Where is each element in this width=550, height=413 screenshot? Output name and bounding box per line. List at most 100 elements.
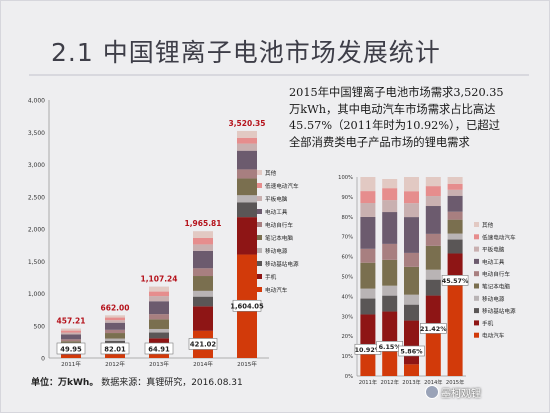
bar-segment xyxy=(425,269,441,280)
bar-segment xyxy=(105,315,125,318)
bar-segment xyxy=(404,320,419,365)
y-tick-label: 80% xyxy=(341,215,353,221)
bar-segment xyxy=(61,328,81,331)
footer-source: 数据来源：真锂研究，2016.08.31 xyxy=(101,378,243,388)
bar-segment xyxy=(404,217,419,253)
y-tick-label: 10% xyxy=(341,354,353,360)
bar-segment xyxy=(447,195,463,212)
bar-value-box xyxy=(188,338,218,350)
legend-swatch xyxy=(474,332,479,338)
bar-segment xyxy=(425,245,441,270)
y-tick-label: 1,500 xyxy=(28,259,45,266)
bar-segment xyxy=(105,322,125,330)
legend-label: 其他 xyxy=(482,221,494,229)
bar-segment xyxy=(149,328,169,333)
bar-segment xyxy=(237,202,257,218)
bar-segment xyxy=(425,177,441,187)
bar-segment xyxy=(105,320,125,323)
bar-value-label: 1,604.05 xyxy=(230,303,264,311)
title-divider xyxy=(29,74,529,76)
total-label: 3,520.35 xyxy=(228,119,265,128)
bar-segment xyxy=(360,203,376,217)
bar-segment xyxy=(193,268,213,277)
bar-segment xyxy=(149,314,169,320)
x-tick-label: 2015年 xyxy=(446,378,464,386)
bar-segment xyxy=(425,233,441,246)
legend-swatch xyxy=(257,183,262,188)
y-tick-label: 0 xyxy=(41,356,45,363)
x-tick-label: 2013年 xyxy=(149,360,169,368)
y-tick-label: 70% xyxy=(341,235,353,241)
share-value-label: 6.15% xyxy=(379,343,402,351)
bar-segment xyxy=(447,219,463,234)
bar-segment xyxy=(149,332,169,339)
bar-value-label: 421.02 xyxy=(190,341,216,349)
bar-segment xyxy=(360,354,376,376)
watermark-text: 墨柯观锂 xyxy=(441,389,481,400)
y-tick-label: 20% xyxy=(341,334,353,340)
y-tick-label: 50% xyxy=(341,275,353,281)
legend-label: 电动自行车 xyxy=(265,221,293,229)
bar-segment xyxy=(237,130,257,138)
bar-segment xyxy=(404,177,419,192)
legend-swatch xyxy=(474,258,479,264)
legend-swatch xyxy=(257,287,262,292)
bar-segment xyxy=(237,169,257,179)
legend-swatch xyxy=(257,170,262,175)
slide-title: 2.1 中国锂离子电池市场发展统计 xyxy=(51,38,441,67)
bar-segment xyxy=(382,285,398,296)
bar-segment xyxy=(149,286,169,292)
bar-segment xyxy=(237,178,257,196)
bar-segment xyxy=(404,364,419,376)
bar-segment xyxy=(149,353,169,358)
bar-segment xyxy=(447,239,463,254)
y-tick-label: 90% xyxy=(341,195,353,201)
bar-segment xyxy=(61,332,81,335)
bar-segment xyxy=(425,196,441,207)
footer-note: 单位：万kWh。 数据来源：真锂研究，2016.08.31 xyxy=(31,375,243,388)
x-tick-label: 2014年 xyxy=(193,360,213,368)
bar-value-box xyxy=(232,299,262,312)
bar-segment xyxy=(237,217,257,255)
y-tick-label: 30% xyxy=(341,314,353,320)
bar-segment xyxy=(105,340,125,345)
legend-label: 笔记本电脑 xyxy=(265,234,293,242)
bar-segment xyxy=(425,186,441,197)
bar-value-box xyxy=(144,342,174,355)
legend-swatch xyxy=(257,248,262,253)
y-tick-label: 500 xyxy=(34,323,46,330)
legend-label: 电动汽车 xyxy=(265,286,288,294)
bar-segment xyxy=(447,285,463,376)
share-value-box xyxy=(398,345,425,357)
bar-segment xyxy=(105,329,125,334)
bar-segment xyxy=(237,195,257,203)
legend-label: 电动工具 xyxy=(482,258,505,266)
legend-label: 手机 xyxy=(265,273,277,281)
share-value-box xyxy=(419,323,447,334)
legend-label: 移动基站电源 xyxy=(482,307,516,315)
legend-swatch xyxy=(257,261,262,266)
bar-value-box xyxy=(100,342,130,355)
bar-segment xyxy=(404,191,419,204)
y-tick-label: 3,500 xyxy=(28,130,45,137)
legend-label: 电动汽车 xyxy=(482,332,505,340)
footer-unit: 单位：万kWh。 xyxy=(31,378,99,388)
summary-text: 2015年中国锂离子电池市场需求3,520.35万kWh，其中电动汽车市场需求占… xyxy=(289,86,504,149)
bar-segment xyxy=(149,301,169,315)
bar-segment xyxy=(425,206,441,234)
share-value-label: 21.42% xyxy=(420,325,447,333)
bar-segment xyxy=(382,259,398,286)
bar-segment xyxy=(61,334,81,340)
legend-swatch xyxy=(474,271,479,277)
legend-swatch xyxy=(474,308,479,314)
legend-swatch xyxy=(474,222,479,227)
total-label: 457.21 xyxy=(57,317,86,326)
bar-segment xyxy=(447,183,463,190)
y-tick-label: 2,000 xyxy=(28,227,45,234)
bar-segment xyxy=(149,296,169,302)
bar-value-label: 82.01 xyxy=(104,345,126,353)
bar-segment xyxy=(193,244,213,251)
bar-value-label: 49.95 xyxy=(60,345,82,353)
